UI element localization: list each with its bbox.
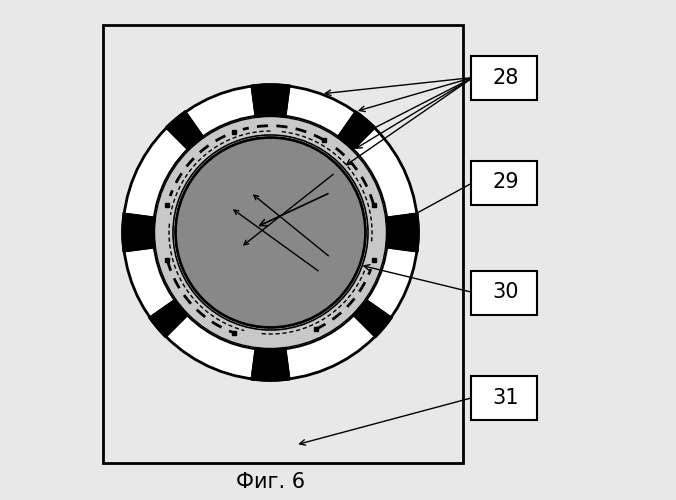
Polygon shape: [386, 213, 419, 252]
Bar: [103, 25, 463, 462]
Circle shape: [176, 138, 366, 328]
Circle shape: [155, 116, 387, 348]
Text: 28: 28: [492, 68, 518, 87]
Circle shape: [123, 85, 418, 380]
Bar: [471, 376, 537, 420]
Text: 30: 30: [492, 282, 518, 302]
Bar: [471, 56, 537, 100]
Polygon shape: [251, 84, 290, 117]
Polygon shape: [166, 111, 203, 150]
Polygon shape: [353, 300, 392, 338]
Polygon shape: [122, 213, 155, 252]
Circle shape: [173, 135, 368, 330]
Bar: [471, 271, 537, 315]
Text: Фиг. 6: Фиг. 6: [236, 472, 305, 492]
Polygon shape: [251, 348, 290, 381]
Polygon shape: [337, 111, 375, 150]
Circle shape: [153, 115, 388, 350]
Polygon shape: [149, 300, 188, 338]
Text: 31: 31: [492, 388, 518, 407]
Bar: [471, 161, 537, 205]
Text: 29: 29: [492, 172, 518, 193]
